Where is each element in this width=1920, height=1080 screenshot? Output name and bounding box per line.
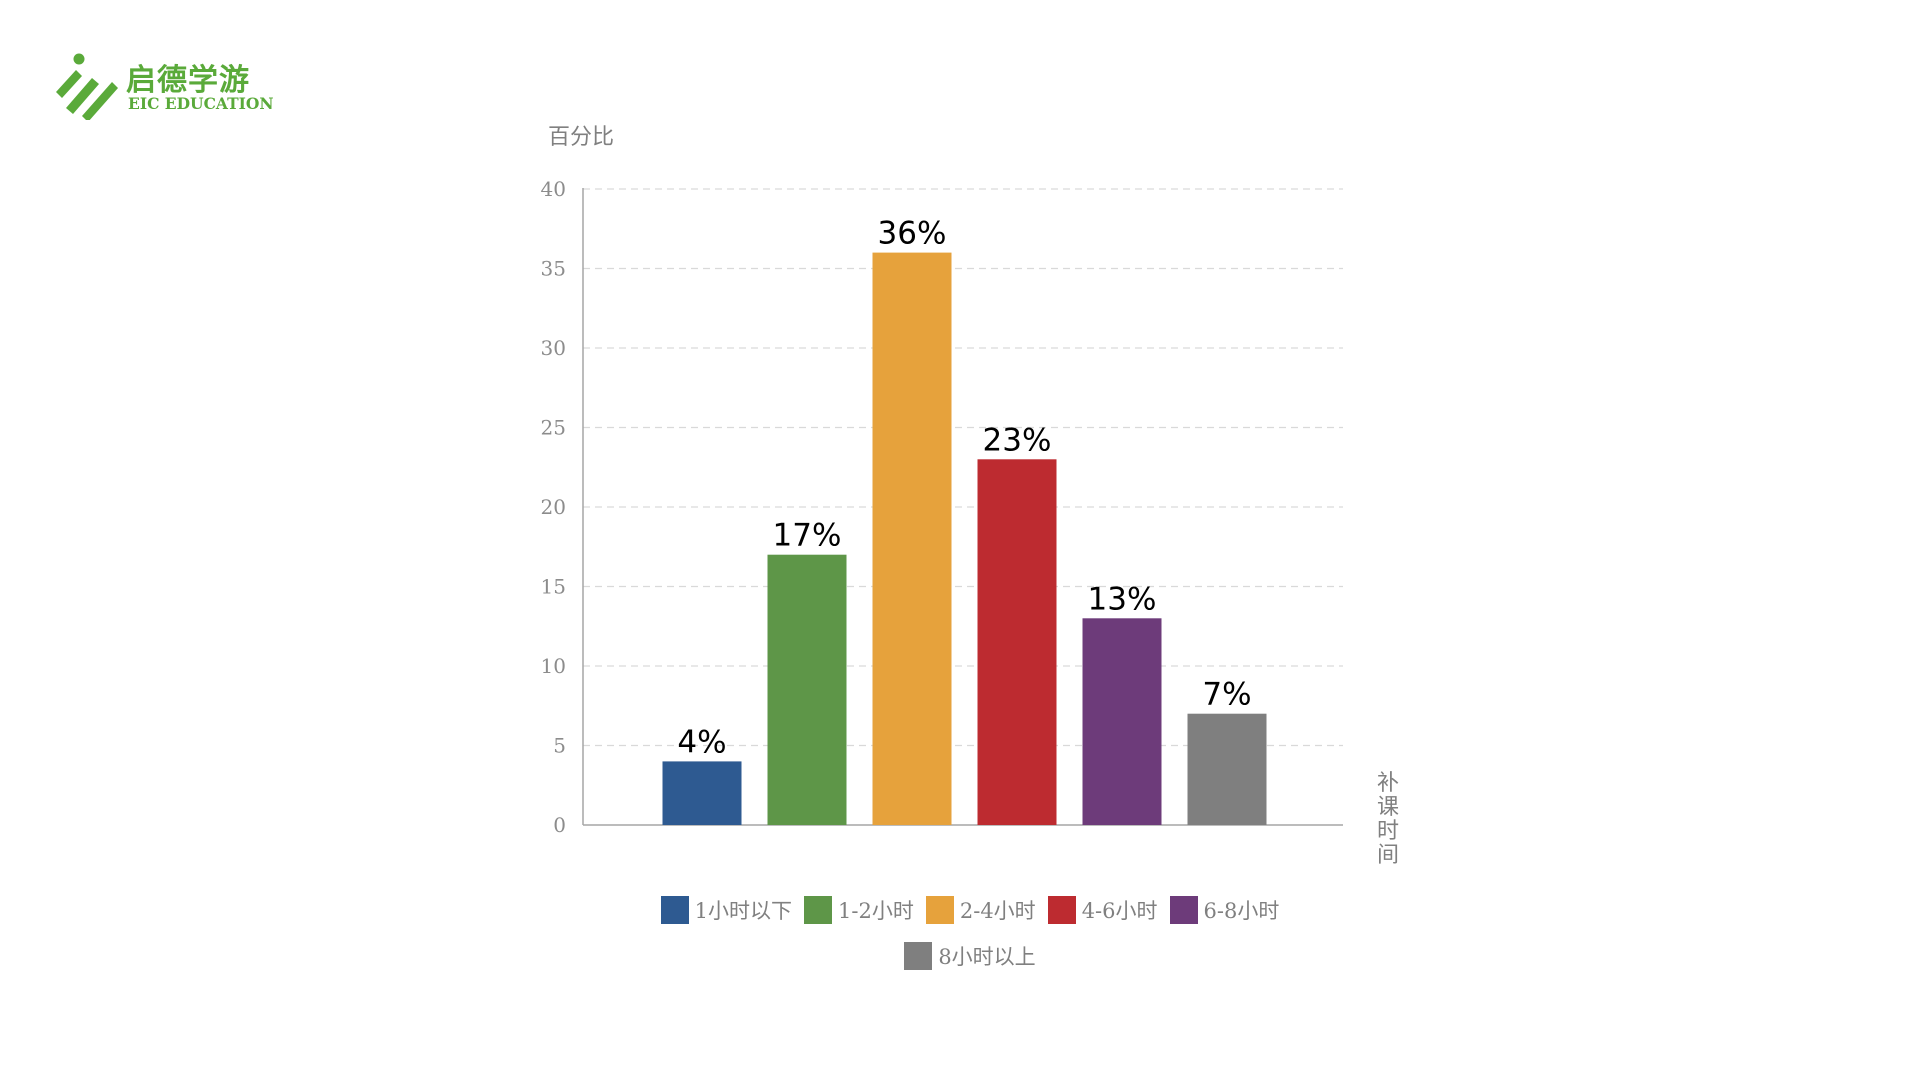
y-tick-label: 10 xyxy=(541,654,566,678)
legend-item: 1小时以下 xyxy=(660,888,793,934)
bar-4 xyxy=(977,459,1057,825)
legend-label: 2-4小时 xyxy=(959,899,1036,923)
logo-name: 启德学游 xyxy=(126,63,250,98)
y-tick-label: 30 xyxy=(541,336,566,360)
logo-subtitle: EIC EDUCATION xyxy=(128,94,274,113)
y-tick-label: 5 xyxy=(553,734,566,758)
logo-mark-icon xyxy=(56,53,118,122)
chart-legend: 1小时以下 1-2小时 2-4小时 4-6小时 6-8小时 8小时以上 xyxy=(590,888,1350,980)
y-tick-label: 25 xyxy=(541,416,566,440)
legend-swatch xyxy=(904,942,933,970)
bar-3 xyxy=(872,252,952,826)
legend-label: 8小时以上 xyxy=(938,945,1036,969)
legend-item: 6-8小时 xyxy=(1169,888,1280,934)
bar-2 xyxy=(767,554,847,825)
bar-1 xyxy=(662,761,742,825)
legend-item: 4-6小时 xyxy=(1047,888,1158,934)
legend-label: 4-6小时 xyxy=(1081,899,1158,923)
legend-label: 1-2小时 xyxy=(838,899,914,923)
data-label: 23% xyxy=(983,422,1052,458)
data-label: 36% xyxy=(878,216,947,252)
legend-swatch xyxy=(804,896,833,924)
data-label: 13% xyxy=(1088,581,1157,617)
y-tick-label: 0 xyxy=(553,813,566,837)
legend-label: 6-8小时 xyxy=(1203,899,1280,923)
legend-swatch xyxy=(660,896,689,924)
data-label: 17% xyxy=(773,518,842,554)
y-tick-label: 15 xyxy=(541,575,566,599)
legend-swatch xyxy=(1047,896,1076,924)
legend-item: 8小时以上 xyxy=(904,934,1036,980)
y-axis-title: 百分比 xyxy=(548,125,614,150)
legend-item: 1-2小时 xyxy=(804,888,914,934)
data-label: 7% xyxy=(1202,677,1251,713)
legend-swatch xyxy=(1169,896,1198,924)
bar-6 xyxy=(1187,713,1267,825)
x-axis-title: 补课时间 xyxy=(1377,771,1399,868)
legend-item: 2-4小时 xyxy=(925,888,1036,934)
y-tick-label: 40 xyxy=(541,177,566,201)
y-tick-label: 35 xyxy=(541,257,566,281)
y-tick-label: 20 xyxy=(541,495,566,519)
data-label: 4% xyxy=(677,724,726,760)
legend-label: 1小时以下 xyxy=(694,899,793,923)
legend-swatch xyxy=(925,896,954,924)
logo: 启德学游 EIC EDUCATION xyxy=(52,50,274,122)
bar-5 xyxy=(1082,618,1162,825)
